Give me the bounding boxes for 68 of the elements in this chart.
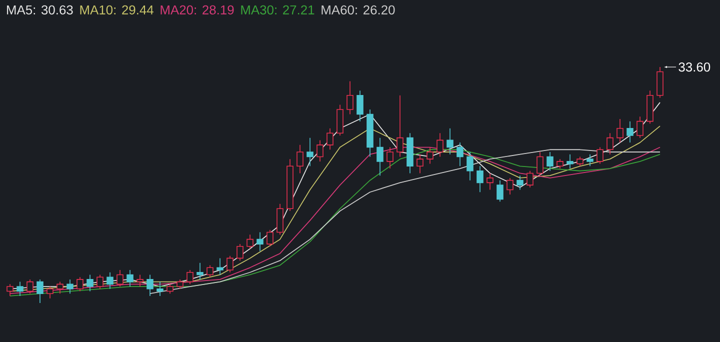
candlestick [426, 146, 434, 164]
candlestick [536, 152, 544, 176]
candlestick [546, 152, 554, 172]
candlestick [506, 178, 514, 195]
candlestick [326, 128, 334, 150]
text: MA30: 27.21 [241, 5, 314, 14]
candlestick [56, 281, 64, 294]
text: 33.60 [678, 62, 710, 72]
candlestick [476, 166, 484, 193]
candlestick [306, 137, 314, 167]
candlestick [36, 279, 44, 304]
candlestick [116, 270, 124, 287]
candlestick [516, 175, 524, 190]
candlestick [96, 274, 104, 290]
text: MA5: 30.63 [7, 5, 73, 14]
candlestick [16, 281, 24, 296]
candlestick [256, 232, 264, 252]
candlestick [496, 180, 504, 202]
candlestick [616, 118, 624, 143]
candlestick [6, 284, 14, 296]
candlestick [526, 170, 534, 188]
candlestick [576, 156, 584, 167]
candlestick [146, 274, 154, 296]
candlestick [246, 234, 254, 250]
candlestick [376, 137, 384, 176]
candlestick [626, 120, 634, 143]
candlestick [606, 132, 614, 155]
candlestick [76, 276, 84, 292]
candlestick [106, 272, 114, 290]
text: MA20: 28.19 [160, 5, 234, 14]
candlestick [296, 144, 304, 174]
candlestick [316, 140, 324, 162]
candlestick [46, 286, 54, 299]
candlestick [346, 80, 354, 115]
candlestick [466, 152, 474, 181]
candlestick [166, 284, 174, 294]
candlestick [486, 172, 494, 190]
candlestick [66, 279, 74, 294]
candlestick [386, 146, 394, 169]
candlestick [266, 229, 274, 247]
candlestick [226, 255, 234, 273]
candlestick [176, 279, 184, 290]
candlestick [566, 154, 574, 169]
candlestick [586, 154, 594, 167]
candlestick [136, 274, 144, 287]
text: MA60: 26.20 [322, 5, 395, 14]
candlestick [186, 270, 194, 285]
candlestick [336, 104, 344, 136]
candlestick [206, 264, 214, 278]
candlestick [656, 66, 664, 98]
text: MA10: 29.44 [80, 5, 154, 14]
candlestick [416, 154, 424, 174]
candlestick [276, 204, 284, 236]
candlestick [196, 262, 204, 280]
candlestick [596, 146, 604, 164]
candlestick [86, 274, 94, 292]
candlestick [236, 244, 244, 261]
candlestick [556, 158, 564, 169]
candlestick [156, 281, 164, 296]
candlestick [126, 270, 134, 287]
candlestick [446, 128, 454, 155]
candlestick [26, 279, 34, 294]
candlestick [356, 90, 364, 122]
candlestick [216, 258, 224, 276]
candlestick [456, 142, 464, 167]
candlestick [636, 116, 644, 138]
candlestick [436, 132, 444, 158]
candlestick [396, 94, 404, 158]
